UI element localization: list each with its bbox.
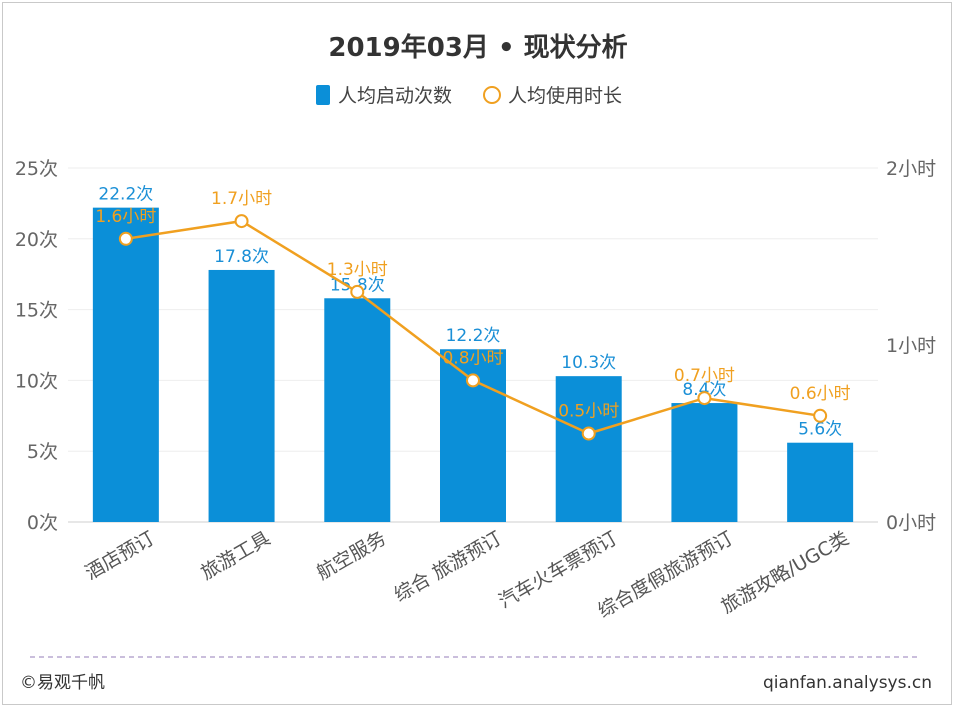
y-left-tick-label: 25次	[15, 158, 58, 180]
legend-line-swatch	[483, 86, 501, 104]
y-left-tick-label: 15次	[15, 300, 58, 322]
line-data-label: 1.3小时	[327, 260, 388, 280]
bar-data-label: 22.2次	[98, 185, 153, 205]
line-point	[466, 373, 480, 388]
x-category-label: 旅游攻略/UGC类	[718, 527, 853, 618]
line-data-label: 1.7小时	[211, 189, 272, 209]
legend-bar-label: 人均启动次数	[338, 85, 452, 107]
y-left-tick-label: 20次	[15, 229, 58, 251]
line-point	[234, 214, 249, 229]
line-point	[697, 391, 712, 406]
bar-data-label: 8.4次	[682, 380, 726, 400]
y-left-tick-label: 10次	[15, 370, 58, 392]
bar	[92, 207, 159, 522]
bar-data-label: 10.3次	[561, 353, 616, 373]
x-category-label: 旅游工具	[197, 527, 274, 584]
legend-bar-swatch	[316, 85, 330, 105]
line-data-label: 0.5小时	[558, 402, 619, 422]
y-right-tick-label: 2小时	[886, 158, 936, 180]
line-point	[118, 231, 133, 246]
y-left-tick-label: 0次	[27, 512, 58, 534]
y-right-tick-label: 0小时	[886, 512, 936, 534]
bar	[555, 376, 622, 522]
line-point	[581, 426, 596, 441]
x-category-label: 酒店预订	[82, 527, 159, 584]
chart-title: 2019年03月 • 现状分析	[328, 32, 627, 63]
y-right-tick-label: 1小时	[886, 335, 936, 357]
x-category-label: 航空服务	[313, 527, 390, 584]
bar-data-label: 5.6次	[798, 420, 842, 440]
y-axis-left: 0次 5次 10次 15次 20次 25次	[15, 158, 58, 534]
line-data-label: 0.8小时	[442, 348, 503, 368]
y-left-tick-label: 5次	[27, 441, 58, 463]
bar	[671, 403, 738, 522]
line-data-label: 1.6小时	[95, 207, 156, 227]
line-series: 1.6小时 1.7小时 1.3小时 0.8小时 0.5小时 0.7小时 0.6小时	[95, 189, 851, 441]
x-axis: 酒店预订 旅游工具 航空服务 综合 旅游预订汽车火车票预订综合度假旅游预订旅游攻略/U…	[82, 527, 853, 622]
y-axis-right: 0小时 1小时 2小时	[886, 158, 936, 534]
bar	[787, 442, 854, 522]
line-data-label: 0.7小时	[674, 366, 735, 386]
x-category-label: 综合 旅游预订	[391, 527, 506, 606]
legend: 人均启动次数 人均使用时长	[316, 85, 622, 107]
bar-data-label: 12.2次	[446, 326, 501, 346]
line-data-label: 0.6小时	[790, 384, 851, 404]
bar	[208, 269, 275, 522]
line-point	[813, 408, 828, 423]
bar	[324, 298, 391, 522]
legend-line-label: 人均使用时长	[508, 85, 622, 107]
footer-site: qianfan.analysys.cn	[763, 673, 932, 693]
line-point	[350, 284, 365, 299]
footer-source: ©易观千帆	[20, 673, 105, 693]
bar-data-label: 17.8次	[214, 247, 269, 267]
gridlines	[68, 167, 878, 523]
